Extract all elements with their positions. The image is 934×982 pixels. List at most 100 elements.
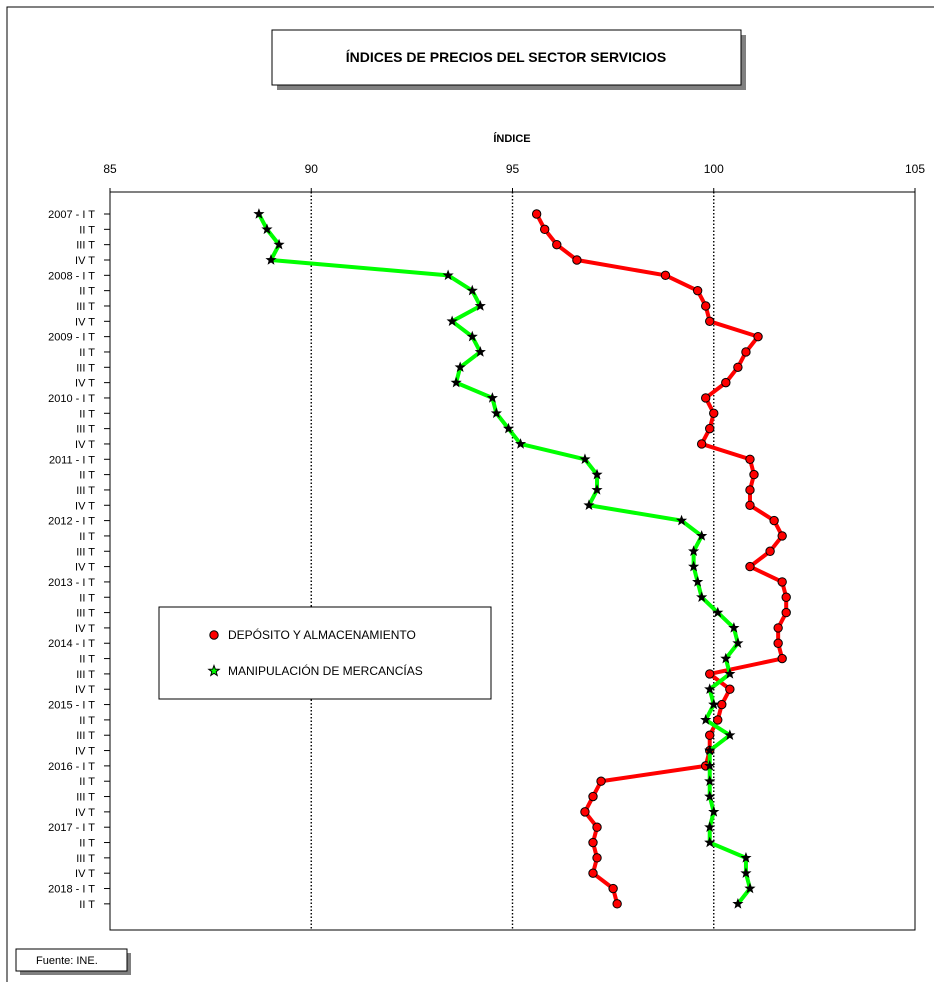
series-layer xyxy=(253,208,791,909)
data-point-deposito xyxy=(592,853,602,863)
data-point-manipulacion xyxy=(704,836,716,848)
y-tick-label: 2009 - I T xyxy=(48,332,95,344)
data-point-manipulacion xyxy=(720,652,732,664)
data-point-manipulacion xyxy=(502,422,515,434)
y-tick-label: 2016 - I T xyxy=(48,761,95,773)
y-tick-label: III T xyxy=(76,853,95,865)
data-point-manipulacion xyxy=(490,407,502,419)
y-tick-label: II T xyxy=(79,531,95,543)
data-point-manipulacion xyxy=(704,760,716,771)
data-point-manipulacion xyxy=(704,821,716,832)
data-point-manipulacion xyxy=(583,499,595,511)
data-point-manipulacion xyxy=(696,591,708,602)
y-tick-label: IV T xyxy=(75,623,95,635)
legend-box xyxy=(158,606,492,700)
grid-layer xyxy=(310,192,715,930)
data-point-deposito xyxy=(749,469,759,480)
data-point-deposito xyxy=(596,776,606,786)
data-point-deposito xyxy=(781,607,791,618)
x-axis-label: ÍNDICE xyxy=(493,132,530,145)
data-point-manipulacion xyxy=(591,468,603,480)
data-point-deposito xyxy=(745,454,755,464)
y-tick-label: II T xyxy=(79,899,95,911)
data-point-deposito xyxy=(777,531,787,541)
data-point-manipulacion xyxy=(688,545,700,557)
y-tick-label: 2017 - I T xyxy=(48,822,95,834)
data-point-manipulacion xyxy=(253,208,265,219)
data-point-manipulacion xyxy=(728,622,740,633)
data-point-manipulacion xyxy=(446,315,458,327)
data-point-deposito xyxy=(696,439,707,449)
data-point-deposito xyxy=(753,331,763,342)
y-tick-label: III T xyxy=(76,301,95,313)
data-point-deposito xyxy=(701,393,711,403)
data-point-manipulacion xyxy=(466,284,478,296)
y-tick-label: 2013 - I T xyxy=(48,577,95,589)
source-box xyxy=(15,948,128,972)
y-tick-label: IV T xyxy=(75,684,95,696)
x-tick-label: 90 xyxy=(305,162,319,176)
data-point-manipulacion xyxy=(273,238,285,250)
y-tick-label: II T xyxy=(79,592,95,604)
x-tick-label: 95 xyxy=(506,162,520,176)
data-point-manipulacion xyxy=(732,897,744,909)
y-tick-label: 2011 - I T xyxy=(49,454,95,466)
data-point-manipulacion xyxy=(740,852,752,863)
data-point-deposito xyxy=(531,209,542,219)
title-box xyxy=(271,29,742,86)
y-tick-label: III T xyxy=(76,730,95,742)
data-point-deposito xyxy=(725,684,735,694)
data-point-deposito xyxy=(745,561,755,572)
legend: DEPÓSITO Y ALMACENAMIENTO MANIPULACIÓN D… xyxy=(158,606,492,700)
y-tick-label: 2010 - I T xyxy=(48,393,95,405)
data-point-deposito xyxy=(612,899,622,909)
data-point-deposito xyxy=(588,837,598,848)
data-point-manipulacion xyxy=(696,530,708,541)
data-point-deposito xyxy=(705,730,715,740)
data-point-manipulacion xyxy=(692,576,704,587)
data-point-manipulacion xyxy=(724,668,736,679)
data-point-deposito xyxy=(705,423,715,434)
data-point-manipulacion xyxy=(708,806,720,817)
y-tick-label: IV T xyxy=(75,255,95,267)
data-point-deposito xyxy=(777,653,787,664)
data-point-manipulacion xyxy=(474,346,486,357)
data-point-deposito xyxy=(705,669,715,679)
data-point-deposito xyxy=(717,699,727,710)
y-tick-label: IV T xyxy=(75,378,95,390)
y-tick-label: 2014 - I T xyxy=(48,638,95,650)
y-tick-label: IV T xyxy=(75,746,95,758)
y-tick-label: 2018 - I T xyxy=(48,884,95,896)
data-point-manipulacion xyxy=(732,637,744,648)
y-tick-label: IV T xyxy=(75,562,95,574)
data-point-deposito xyxy=(773,638,783,648)
data-point-deposito xyxy=(540,224,550,235)
data-point-manipulacion xyxy=(675,514,688,526)
y-tick-label: III T xyxy=(76,240,95,252)
data-point-deposito xyxy=(572,255,582,265)
data-point-deposito xyxy=(701,301,711,311)
y-tick-label: III T xyxy=(76,362,95,374)
legend-marker-manipulacion xyxy=(207,664,221,677)
data-point-manipulacion xyxy=(704,744,716,756)
data-point-deposito xyxy=(588,868,598,878)
x-tick-label: 100 xyxy=(704,162,724,176)
data-point-manipulacion xyxy=(591,484,603,495)
data-point-deposito xyxy=(765,546,775,556)
data-point-deposito xyxy=(552,239,562,250)
data-point-manipulacion xyxy=(700,714,712,725)
data-point-deposito xyxy=(608,883,618,894)
legend-label-manipulacion: MANIPULACIÓN DE MERCANCÍAS xyxy=(228,663,423,678)
data-point-manipulacion xyxy=(466,330,478,342)
data-point-manipulacion xyxy=(450,376,462,388)
data-point-manipulacion xyxy=(688,560,700,572)
data-point-manipulacion xyxy=(261,223,273,235)
y-tick-label: IV T xyxy=(75,316,95,328)
data-point-manipulacion xyxy=(579,453,591,465)
data-point-deposito xyxy=(769,515,779,526)
tick-layer: 85 90 95 100 105 2007 - I T II T III T IV T 2008 … xyxy=(48,162,925,911)
data-point-manipulacion xyxy=(724,729,736,740)
y-tick-label: III T xyxy=(76,792,95,804)
y-tick-label: II T xyxy=(79,715,95,727)
